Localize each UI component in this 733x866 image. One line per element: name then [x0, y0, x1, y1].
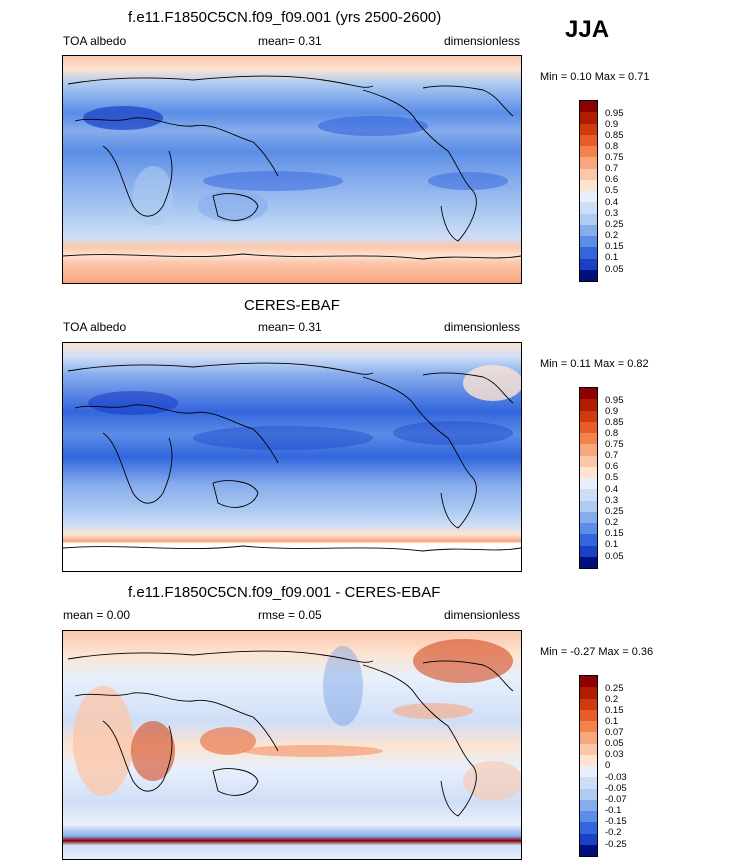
colorbar-swatch: [580, 269, 597, 283]
panel1-colorbar-tick: 0.2: [605, 230, 619, 241]
panel1-colorbar-tick: 0.25: [605, 219, 624, 230]
colorbar-swatch: [580, 844, 597, 858]
panel3-colorbar-tick: 0.03: [605, 749, 624, 760]
panel2-colorbar-tick: 0.5: [605, 472, 619, 483]
panel1-colorbar-tick: 0.15: [605, 241, 624, 252]
panel2-map-svg: [63, 343, 521, 571]
panel3-colorbar-tick: -0.03: [605, 772, 627, 783]
panel2-colorbar-tick: 0.6: [605, 461, 619, 472]
panel1-minmax: Min = 0.10 Max = 0.71: [540, 71, 650, 83]
panel3-colorbar-tick: -0.25: [605, 839, 627, 850]
panel1-map: [62, 55, 522, 284]
panel2-colorbar-tick: 0.15: [605, 528, 624, 539]
panel1-colorbar-tick: 0.5: [605, 185, 619, 196]
panel1-colorbar-tick: 0.9: [605, 119, 619, 130]
panel1-colorbar-tick: 0.75: [605, 152, 624, 163]
panel1-colorbar: [579, 100, 598, 283]
panel2-colorbar-tick: 0.75: [605, 439, 624, 450]
panel3-title: f.e11.F1850C5CN.f09_f09.001 - CERES-EBAF: [128, 584, 441, 601]
panel2-colorbar: [579, 387, 598, 570]
panel3-colorbar-tick: 0.1: [605, 716, 619, 727]
panel2-colorbar-tick: 0.25: [605, 506, 624, 517]
panel2-mean-label: mean= 0.31: [258, 320, 322, 334]
panel3-rmse-label: rmse = 0.05: [258, 608, 322, 622]
panel1-mean-label: mean= 0.31: [258, 34, 322, 48]
panel3-colorbar-tick: 0.07: [605, 727, 624, 738]
panel3-colorbar-tick: 0.15: [605, 705, 624, 716]
panel2-units-label: dimensionless: [444, 320, 521, 334]
panel3-map-svg: [63, 631, 521, 859]
panel1-colorbar-tick: 0.05: [605, 264, 624, 275]
panel1-colorbar-tick: 0.1: [605, 252, 619, 263]
panel1-colorbar-tick: 0.8: [605, 141, 619, 152]
panel3-mean-label: mean = 0.00: [63, 608, 131, 622]
panel1-units-label: dimensionless: [444, 34, 521, 48]
panel3-colorbar-tick: -0.1: [605, 805, 622, 816]
panel3-colorbar-tick: -0.07: [605, 794, 627, 805]
panel2-colorbar-tick: 0.2: [605, 517, 619, 528]
panel3-colorbar-tick: 0.05: [605, 738, 624, 749]
panel1-colorbar-tick: 0.95: [605, 108, 624, 119]
panel3-colorbar-tick: -0.2: [605, 827, 622, 838]
panel1-colorbar-tick: 0.4: [605, 197, 619, 208]
panel3-minmax: Min = -0.27 Max = 0.36: [540, 646, 654, 658]
panel2-colorbar-tick: 0.9: [605, 406, 619, 417]
panel2-colorbar-tick: 0.8: [605, 428, 619, 439]
panel1-variable-label: TOA albedo: [63, 34, 127, 48]
panel1-colorbar-tick: 0.3: [605, 208, 619, 219]
colorbar-swatch: [580, 556, 597, 570]
season-label: JJA: [565, 16, 610, 43]
panel2-colorbar-tick: 0.1: [605, 539, 619, 550]
panel2-colorbar-tick: 0.85: [605, 417, 624, 428]
panel1-colorbar-tick: 0.85: [605, 130, 624, 141]
panel3-map: [62, 630, 522, 860]
panel3-colorbar-tick: -0.15: [605, 816, 627, 827]
panel2-map: [62, 342, 522, 572]
panel3-colorbar-tick: 0.25: [605, 683, 624, 694]
panel3-colorbar-tick: 0.2: [605, 694, 619, 705]
panel2-title: CERES-EBAF: [244, 297, 340, 314]
panel2-colorbar-tick: 0.4: [605, 484, 619, 495]
panel1-colorbar-tick: 0.7: [605, 163, 619, 174]
panel2-colorbar-tick: 0.95: [605, 395, 624, 406]
panel1-colorbar-tick: 0.6: [605, 174, 619, 185]
panel2-colorbar-tick: 0.7: [605, 450, 619, 461]
panel3-colorbar-tick: -0.05: [605, 783, 627, 794]
panel2-variable-label: TOA albedo: [63, 320, 127, 334]
panel3-colorbar: [579, 675, 598, 858]
panel3-units-label: dimensionless: [444, 608, 521, 622]
panel1-title: f.e11.F1850C5CN.f09_f09.001 (yrs 2500-26…: [128, 9, 442, 26]
panel2-minmax: Min = 0.11 Max = 0.82: [540, 358, 649, 370]
panel3-colorbar-tick: 0: [605, 760, 611, 771]
panel2-colorbar-tick: 0.3: [605, 495, 619, 506]
panel1-map-svg: [63, 56, 521, 283]
panel2-colorbar-tick: 0.05: [605, 551, 624, 562]
